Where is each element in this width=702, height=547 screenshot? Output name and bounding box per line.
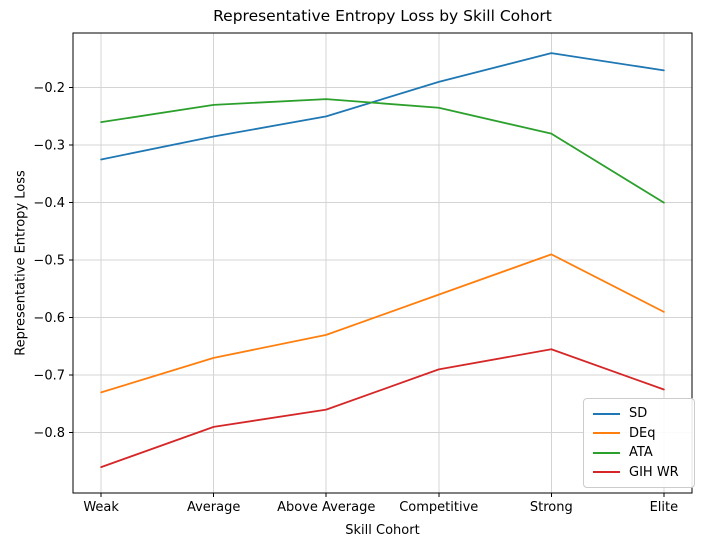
y-tick-label: −0.3 xyxy=(33,139,65,154)
x-tick-label: Average xyxy=(187,500,240,515)
chart-title: Representative Entropy Loss by Skill Coh… xyxy=(213,7,552,25)
y-tick-label: −0.2 xyxy=(33,81,65,96)
series-line-DEq xyxy=(100,253,665,394)
legend-line-swatch xyxy=(593,432,620,435)
legend-item: SD xyxy=(593,404,685,424)
x-tick-label: Competitive xyxy=(399,500,478,515)
legend-line-swatch xyxy=(593,412,620,415)
legend-item: DEq xyxy=(593,424,685,444)
series-line-GIH-WR xyxy=(100,348,665,469)
series-line-ATA xyxy=(100,98,665,204)
legend-label: ATA xyxy=(629,445,653,461)
series-line-SD xyxy=(100,52,665,161)
x-tick-label: Elite xyxy=(650,500,679,515)
y-tick-label: −0.4 xyxy=(33,196,65,211)
legend: SD DEq ATA GIH WR xyxy=(583,398,695,488)
legend-item: ATA xyxy=(593,443,685,463)
y-tick-label: −0.8 xyxy=(33,426,65,441)
legend-line-swatch xyxy=(593,451,620,454)
y-tick-label: −0.5 xyxy=(33,254,65,269)
x-tick-label: Weak xyxy=(83,500,119,515)
x-tick-label: Strong xyxy=(530,500,573,515)
legend-label: DEq xyxy=(629,425,656,441)
y-tick-label: −0.7 xyxy=(33,369,65,384)
legend-line-swatch xyxy=(593,471,620,474)
legend-item: GIH WR xyxy=(593,463,685,483)
legend-label: GIH WR xyxy=(629,464,679,480)
x-tick-label: Above Average xyxy=(277,500,375,515)
plot-border xyxy=(72,32,693,494)
x-axis-label: Skill Cohort xyxy=(345,523,420,538)
y-tick-label: −0.6 xyxy=(33,311,65,326)
legend-label: SD xyxy=(629,406,648,422)
